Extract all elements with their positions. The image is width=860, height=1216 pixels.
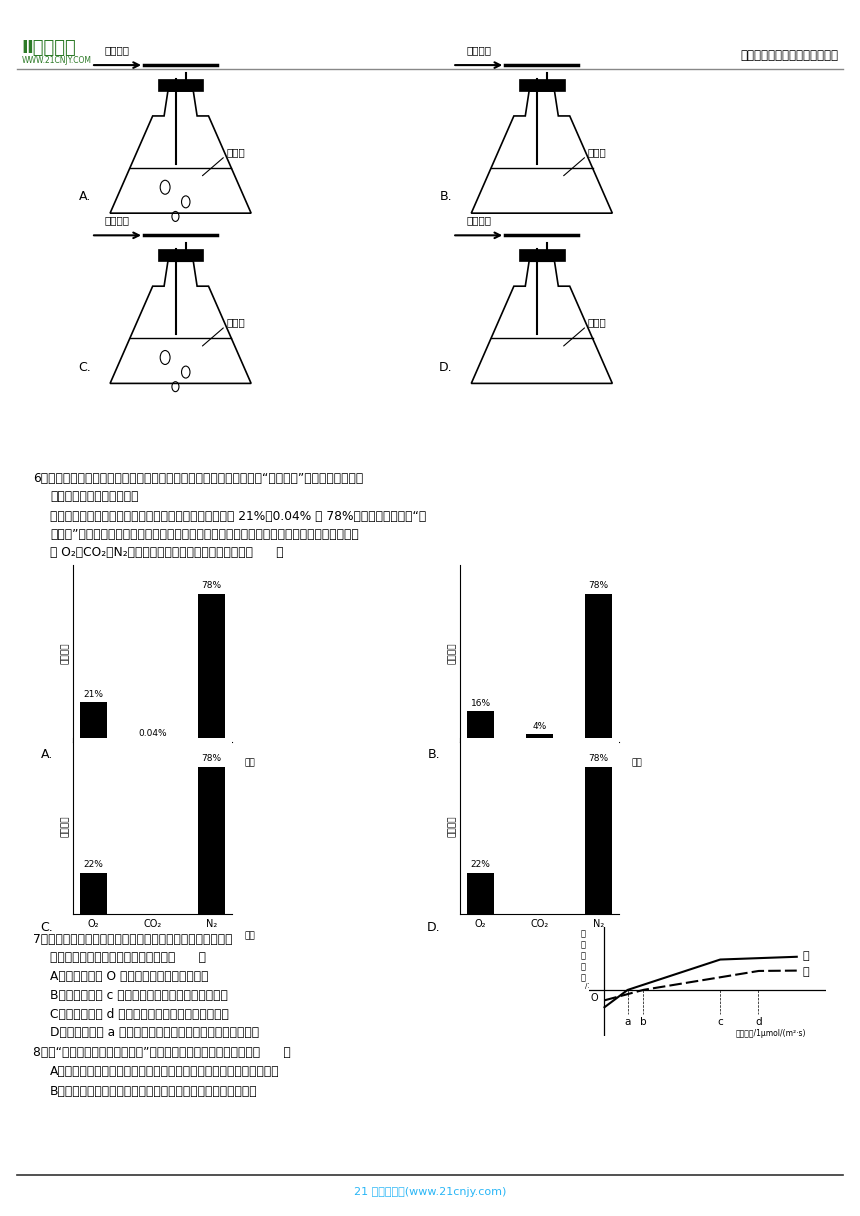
Text: 甲: 甲 xyxy=(802,951,809,961)
Polygon shape xyxy=(471,261,612,383)
Text: 石灰水: 石灰水 xyxy=(226,317,245,327)
Text: 0.04%: 0.04% xyxy=(138,730,167,738)
FancyBboxPatch shape xyxy=(519,79,565,91)
Text: 中 O₂、CO₂、N₂的体积分数柱状图，其中最合理的是（      ）: 中 O₂、CO₂、N₂的体积分数柱状图，其中最合理的是（ ） xyxy=(50,546,284,559)
Text: 氧
气
释
放
量: 氧 气 释 放 量 xyxy=(580,929,586,983)
Text: a: a xyxy=(624,1017,630,1028)
Text: A．光照强度为 O 时，甲和乙只进行呼吸作用: A．光照强度为 O 时，甲和乙只进行呼吸作用 xyxy=(50,970,208,984)
Bar xyxy=(586,593,612,742)
Text: WWW.21CNJY.COM: WWW.21CNJY.COM xyxy=(22,56,91,64)
Text: 呼出气体: 呼出气体 xyxy=(466,215,491,225)
Text: C.: C. xyxy=(40,921,53,934)
Text: D．光照强度为 a 时，乙光合作用的速率等于呼吸作用的速率: D．光照强度为 a 时，乙光合作用的速率等于呼吸作用的速率 xyxy=(50,1026,259,1040)
Text: 呼出气体: 呼出气体 xyxy=(466,45,491,55)
Bar xyxy=(467,711,494,742)
Text: 请根据相关知识回答问题。: 请根据相关知识回答问题。 xyxy=(50,490,138,503)
Text: 乙: 乙 xyxy=(802,967,809,978)
Y-axis label: 体积分数: 体积分数 xyxy=(448,816,458,837)
Text: 蠹馏水: 蠹馏水 xyxy=(587,147,606,157)
Polygon shape xyxy=(110,91,251,213)
Text: b: b xyxy=(640,1017,646,1028)
Bar xyxy=(586,766,612,914)
Bar xyxy=(199,766,225,914)
Text: 7．如图曲线表示甲、乙两种绳色植物氧气的释放量随光照强: 7．如图曲线表示甲、乙两种绳色植物氧气的释放量随光照强 xyxy=(33,933,232,946)
Text: 78%: 78% xyxy=(201,754,222,764)
Text: 中小学教育资源及组卷应用平台: 中小学教育资源及组卷应用平台 xyxy=(740,49,838,62)
Text: B．光照强度为 c 时，甲和乙合成的有机物质量相同: B．光照强度为 c 时，甲和乙合成的有机物质量相同 xyxy=(50,989,228,1002)
Text: 22%: 22% xyxy=(470,860,490,869)
Text: 78%: 78% xyxy=(588,754,609,764)
Text: 8．在“人呼出的气体有什么成分”的探究中，下列说法不正确的是（      ）: 8．在“人呼出的气体有什么成分”的探究中，下列说法不正确的是（ ） xyxy=(33,1046,291,1059)
Text: 16%: 16% xyxy=(470,699,491,708)
Text: 光照强度/1μmol/(m²·s): 光照强度/1μmol/(m²·s) xyxy=(736,1029,807,1038)
Bar xyxy=(467,873,494,914)
Text: A.: A. xyxy=(79,191,91,203)
Bar xyxy=(80,702,107,742)
Text: B.: B. xyxy=(439,191,452,203)
Text: 度的变化趋势，下列分析不正确的是（      ）: 度的变化趋势，下列分析不正确的是（ ） xyxy=(50,951,206,964)
Text: d: d xyxy=(755,1017,762,1028)
Y-axis label: 体积分数: 体积分数 xyxy=(61,643,71,664)
Text: 成分: 成分 xyxy=(244,931,255,940)
Bar xyxy=(526,734,553,742)
Text: Ⅱ世纪教育: Ⅱ世纪教育 xyxy=(22,39,77,57)
Polygon shape xyxy=(471,91,612,213)
Text: 6．在学习了《生物的呼吸和呼吸作用》相关知识后，小明参与了人体“呼出气体”成分的有关研究。: 6．在学习了《生物的呼吸和呼吸作用》相关知识后，小明参与了人体“呼出气体”成分的… xyxy=(33,472,363,485)
Polygon shape xyxy=(110,261,251,383)
Text: C.: C. xyxy=(78,361,91,373)
Bar xyxy=(80,873,107,914)
Text: 21 世纪教育网(www.21cnjy.com): 21 世纪教育网(www.21cnjy.com) xyxy=(353,1187,507,1197)
FancyBboxPatch shape xyxy=(157,79,204,91)
Text: /1μmol/(m²·s): /1μmol/(m²·s) xyxy=(585,981,633,989)
Text: D.: D. xyxy=(427,921,440,934)
Text: B．证明呼出气体含氧气的证据是：呼出的气体使木条燃烧更旺: B．证明呼出气体含氧气的证据是：呼出的气体使木条燃烧更旺 xyxy=(50,1085,257,1098)
Text: 呼出气体: 呼出气体 xyxy=(105,215,130,225)
Text: O: O xyxy=(590,992,598,1003)
Text: A.: A. xyxy=(41,748,53,761)
Text: 成分: 成分 xyxy=(631,931,642,940)
Text: D.: D. xyxy=(439,361,452,373)
Text: 78%: 78% xyxy=(201,581,222,591)
Y-axis label: 体积分数: 体积分数 xyxy=(61,816,71,837)
Y-axis label: 体积分数: 体积分数 xyxy=(448,643,458,664)
Bar xyxy=(199,593,225,742)
FancyBboxPatch shape xyxy=(157,249,204,261)
FancyBboxPatch shape xyxy=(519,249,565,261)
Text: 石灰水: 石灰水 xyxy=(587,317,606,327)
Text: B.: B. xyxy=(427,748,440,761)
Text: 21%: 21% xyxy=(83,689,103,698)
Text: A．证明呼出气体含二氧化碳的证据是：呼出的气体使澄清石灰水浑浊: A．证明呼出气体含二氧化碳的证据是：呼出的气体使澄清石灰水浑浊 xyxy=(50,1065,280,1079)
Text: 出气体”中多种气体体积分数后进行数据处理，绘制成柱状图。综合分析下列绘制表示呼出气体: 出气体”中多种气体体积分数后进行数据处理，绘制成柱状图。综合分析下列绘制表示呼出… xyxy=(50,528,359,541)
Text: C．光照强度为 d 时，可表明甲更适合强光照下生长: C．光照强度为 d 时，可表明甲更适合强光照下生长 xyxy=(50,1008,229,1021)
Text: 22%: 22% xyxy=(83,860,103,869)
Text: 4%: 4% xyxy=(532,722,547,731)
Text: 蠹馏水: 蠹馏水 xyxy=(226,147,245,157)
Text: 已知氧气、二氧化碳和氮气在空气中所占体积分数分别为 21%、0.04% 和 78%。兴趣小组在测定“呼: 已知氧气、二氧化碳和氮气在空气中所占体积分数分别为 21%、0.04% 和 78… xyxy=(50,510,427,523)
Text: c: c xyxy=(717,1017,722,1028)
Text: 呼出气体: 呼出气体 xyxy=(105,45,130,55)
Text: 成分: 成分 xyxy=(631,759,642,767)
Text: 成分: 成分 xyxy=(244,759,255,767)
Text: 78%: 78% xyxy=(588,581,609,591)
